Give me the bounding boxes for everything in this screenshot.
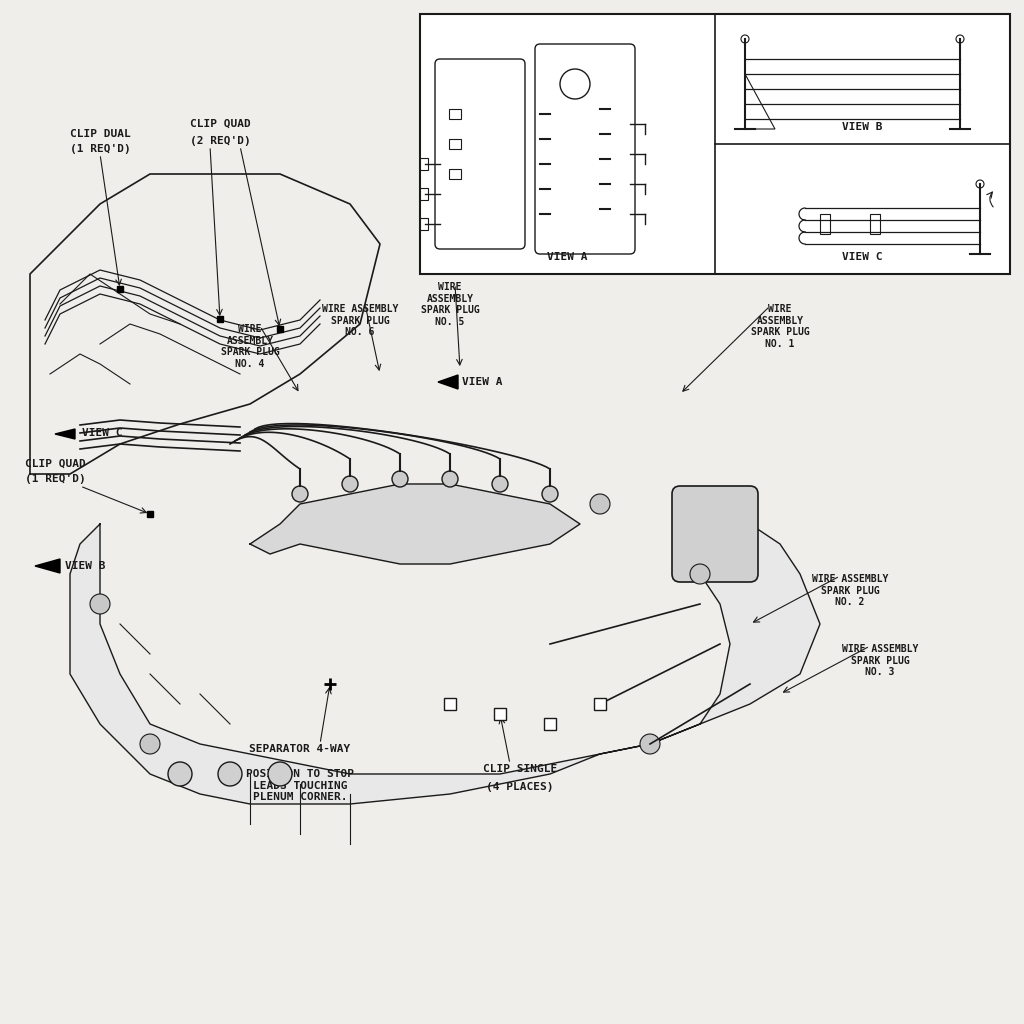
Bar <box>544 718 556 730</box>
FancyBboxPatch shape <box>535 44 635 254</box>
Text: VIEW A: VIEW A <box>547 252 588 262</box>
Circle shape <box>392 471 408 487</box>
Bar <box>494 708 506 720</box>
Circle shape <box>140 734 160 754</box>
Text: WIRE
ASSEMBLY
SPARK PLUG
NO. 4: WIRE ASSEMBLY SPARK PLUG NO. 4 <box>220 324 280 369</box>
Bar <box>594 698 606 710</box>
Text: CLIP SINGLE: CLIP SINGLE <box>483 764 557 774</box>
Text: WIRE ASSEMBLY
SPARK PLUG
NO. 2: WIRE ASSEMBLY SPARK PLUG NO. 2 <box>812 574 888 607</box>
Text: VIEW C: VIEW C <box>843 252 883 262</box>
Bar <box>449 109 461 119</box>
Circle shape <box>956 35 964 43</box>
Polygon shape <box>70 514 820 804</box>
Bar <box>420 218 428 230</box>
Bar <box>420 14 1010 274</box>
Bar <box>420 158 428 170</box>
Text: (1 REQ'D): (1 REQ'D) <box>25 474 85 484</box>
Circle shape <box>690 564 710 584</box>
Text: SEPARATOR 4-WAY: SEPARATOR 4-WAY <box>250 744 350 754</box>
Circle shape <box>741 35 749 43</box>
Circle shape <box>268 762 292 786</box>
Text: WIRE
ASSEMBLY
SPARK PLUG
NO. 1: WIRE ASSEMBLY SPARK PLUG NO. 1 <box>751 304 809 349</box>
Text: CLIP QUAD: CLIP QUAD <box>189 119 251 129</box>
Polygon shape <box>745 74 775 129</box>
Text: (1 REQ'D): (1 REQ'D) <box>70 144 130 154</box>
Text: VIEW B: VIEW B <box>843 122 883 132</box>
Text: CLIP QUAD: CLIP QUAD <box>25 459 85 469</box>
FancyBboxPatch shape <box>672 486 758 582</box>
Text: (4 PLACES): (4 PLACES) <box>486 782 554 792</box>
FancyBboxPatch shape <box>435 59 525 249</box>
Text: CLIP DUAL: CLIP DUAL <box>70 129 130 139</box>
Circle shape <box>560 69 590 99</box>
Polygon shape <box>438 375 458 389</box>
Circle shape <box>342 476 358 492</box>
Circle shape <box>640 734 660 754</box>
Circle shape <box>590 494 610 514</box>
Bar <box>449 139 461 150</box>
Text: WIRE ASSEMBLY
SPARK PLUG
NO. 3: WIRE ASSEMBLY SPARK PLUG NO. 3 <box>842 644 919 677</box>
Bar <box>420 188 428 200</box>
Polygon shape <box>250 484 580 564</box>
Text: VIEW B: VIEW B <box>65 561 105 571</box>
Circle shape <box>90 594 110 614</box>
Circle shape <box>218 762 242 786</box>
Text: WIRE ASSEMBLY
SPARK PLUG
NO. 6: WIRE ASSEMBLY SPARK PLUG NO. 6 <box>322 304 398 337</box>
Polygon shape <box>55 429 75 439</box>
Text: VIEW C: VIEW C <box>82 428 123 438</box>
Text: POSITION TO STOP
LEADS TOUCHING
PLENUM CORNER.: POSITION TO STOP LEADS TOUCHING PLENUM C… <box>246 769 354 802</box>
Text: WIRE
ASSEMBLY
SPARK PLUG
NO. 5: WIRE ASSEMBLY SPARK PLUG NO. 5 <box>421 282 479 327</box>
Circle shape <box>492 476 508 492</box>
Circle shape <box>292 486 308 502</box>
Text: (2 REQ'D): (2 REQ'D) <box>189 136 251 146</box>
Circle shape <box>442 471 458 487</box>
Polygon shape <box>35 559 60 573</box>
Bar <box>870 214 880 234</box>
Circle shape <box>542 486 558 502</box>
Text: VIEW A: VIEW A <box>462 377 503 387</box>
Circle shape <box>168 762 193 786</box>
Bar <box>444 698 456 710</box>
Bar <box>449 169 461 179</box>
Circle shape <box>976 180 984 188</box>
Bar <box>820 214 830 234</box>
